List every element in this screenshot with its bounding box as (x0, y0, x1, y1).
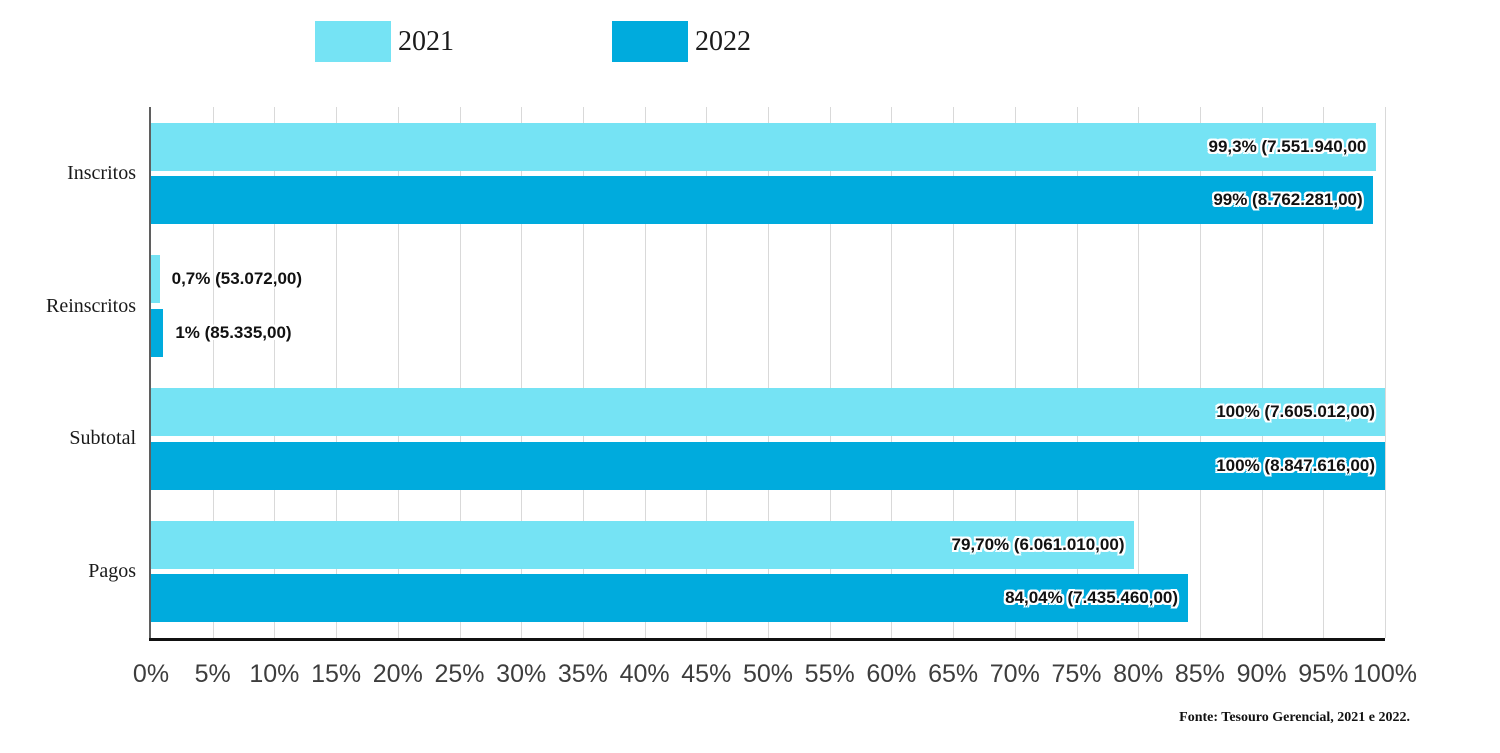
bar-2022-subtotal: 100% (8.847.616,00) (151, 441, 1385, 490)
bar-value-label: 99% (8.762.281,00) (1213, 190, 1363, 210)
bar-value-label: 0,7% (53.072,00) (171, 269, 303, 289)
gridline (768, 107, 769, 638)
gridline (953, 107, 955, 638)
x-tick-label: 25% (434, 660, 485, 688)
x-tick-label: 20% (372, 660, 423, 688)
x-tick-label: 0% (132, 660, 170, 688)
gridline (336, 107, 338, 638)
legend: 2021 2022 (315, 21, 751, 62)
category-label: Inscritos (67, 161, 136, 184)
bar-2021-reinscritos: 0,7% (53.072,00) (151, 255, 302, 304)
bar-2022-pagos: 84,04% (7.435.460,00) (151, 574, 1189, 623)
x-tick-label: 65% (928, 660, 979, 688)
x-tick-label: 35% (557, 660, 608, 688)
x-tick-label: 60% (866, 660, 917, 688)
x-tick-label: 85% (1174, 660, 1225, 688)
x-axis-ticks: 0% 5% 10% 15% 20% 25% 30% 35% 40% 45% 50% 55% 60% 65%… (133, 660, 1417, 692)
x-tick-label: 10% (249, 660, 300, 688)
gridline (212, 107, 214, 638)
x-tick-label: 45% (681, 660, 732, 688)
legend-item-2022: 2022 (612, 21, 751, 62)
bar-2021-inscritos: 99,3% (7.551.940,00 (151, 122, 1377, 171)
gridline (397, 107, 399, 638)
gridline (1385, 107, 1386, 638)
gridline (1014, 107, 1016, 638)
x-tick-label: 90% (1236, 660, 1287, 688)
gridline (1076, 107, 1078, 638)
gridline (706, 107, 708, 638)
gridline (582, 107, 584, 638)
gridline (1323, 107, 1325, 638)
category-label: Reinscritos (46, 294, 136, 317)
legend-label-2021: 2021 (398, 25, 454, 57)
x-tick-label: 70% (989, 660, 1040, 688)
bar-value-label: 79,70% (6.061.010,00) (951, 534, 1125, 554)
x-tick-label: 55% (804, 660, 855, 688)
bar-value-label: 99,3% (7.551.940,00 (1208, 136, 1367, 156)
x-tick-label: 95% (1298, 660, 1349, 688)
gridline (1138, 107, 1140, 638)
gridline (829, 107, 831, 638)
x-tick-label: 100% (1353, 660, 1417, 688)
gridline (1261, 107, 1263, 638)
bar-value-label: 1% (85.335,00) (175, 322, 292, 342)
category-labels: Inscritos Reinscritos Subtotal Pagos (0, 107, 136, 638)
x-tick-label: 15% (311, 660, 362, 688)
category-label: Subtotal (69, 427, 136, 450)
bar-value-label: 84,04% (7.435.460,00) (1005, 588, 1179, 608)
bar-value-label: 100% (8.847.616,00) (1216, 455, 1375, 475)
source-note: Fonte: Tesouro Gerencial, 2021 e 2022. (1179, 710, 1410, 725)
x-tick-label: 30% (496, 660, 547, 688)
bar-2021-pagos: 79,70% (6.061.010,00) (151, 520, 1135, 569)
gridline (1199, 107, 1201, 638)
gridline (891, 107, 893, 638)
x-tick-label: 80% (1113, 660, 1164, 688)
gridline (459, 107, 461, 638)
plot-area: 99,3% (7.551.940,00 99% (8.762.281,00) 0,7… (149, 107, 1386, 641)
bar-2022-inscritos: 99% (8.762.281,00) (151, 176, 1373, 225)
gridline (521, 107, 523, 638)
x-tick-label: 40% (619, 660, 670, 688)
x-axis-line (149, 638, 1385, 641)
gridline (274, 107, 276, 638)
x-tick-label: 75% (1051, 660, 1102, 688)
bar-2022-reinscritos: 1% (85.335,00) (151, 308, 292, 357)
x-tick-label: 5% (194, 660, 231, 688)
gridline (644, 107, 646, 638)
bar-value-label: 100% (7.605.012,00) (1216, 402, 1375, 422)
bar-2021-subtotal: 100% (7.605.012,00) (151, 388, 1385, 437)
legend-swatch-2021 (315, 21, 391, 62)
legend-swatch-2022 (612, 21, 688, 62)
category-label: Pagos (88, 560, 136, 583)
legend-item-2021: 2021 (315, 21, 454, 62)
legend-label-2022: 2022 (695, 25, 751, 57)
x-tick-label: 50% (742, 660, 794, 688)
y-axis-line (149, 107, 151, 641)
